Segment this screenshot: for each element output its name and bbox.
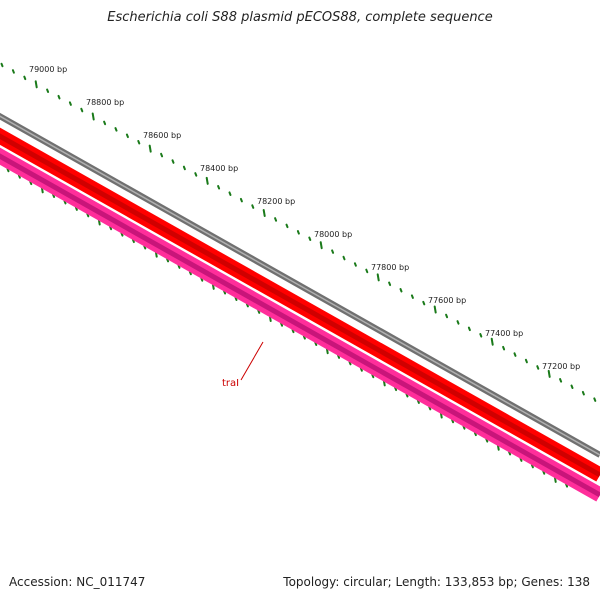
tick-label: 78600 bp [143, 131, 181, 140]
tick-labels: 79000 bp 78800 bp 78600 bp 78400 bp 78200 bp… [29, 65, 580, 371]
gc-dot [103, 120, 107, 126]
backbone-highlight [0, 115, 600, 456]
gc-dot [581, 390, 585, 396]
gc-dot [46, 88, 50, 93]
gc-dot [251, 204, 255, 209]
gc-dash [91, 112, 95, 121]
gc-dot [274, 217, 278, 222]
gc-dot [467, 326, 471, 332]
gc-dot [388, 281, 392, 287]
tick-label: 77400 bp [485, 329, 523, 338]
tick-label: 78800 bp [86, 98, 124, 107]
gc-dot [365, 268, 369, 274]
tick-label: 78400 bp [200, 164, 238, 173]
gc-dot [228, 191, 232, 196]
reverse-feature-core [0, 153, 600, 498]
gc-dot [0, 62, 4, 68]
gc-dash [34, 80, 38, 89]
gc-dot [80, 107, 84, 113]
gc-dot [342, 255, 346, 261]
tick-label: 78200 bp [257, 197, 295, 206]
forward-feature-core [0, 133, 600, 478]
gc-dash [433, 305, 437, 314]
gc-dot [182, 165, 186, 171]
gc-dot [422, 300, 426, 306]
map-title: Escherichia coli S88 plasmid pECOS88, co… [107, 10, 493, 25]
gc-dot [445, 313, 449, 319]
gc-dots-outer [0, 62, 597, 402]
tick-label: 77800 bp [371, 263, 409, 272]
gc-dot [57, 94, 61, 100]
gc-dash [205, 176, 209, 185]
backbone-line [0, 112, 600, 458]
gc-dot [502, 345, 506, 351]
tick-label: 77600 bp [428, 296, 466, 305]
gc-dot [513, 352, 517, 357]
gc-dot [593, 397, 597, 402]
accession-label: Accession: NC_011747 [9, 575, 146, 589]
gc-dot [239, 197, 243, 203]
gc-dot [114, 127, 118, 132]
sequence-summary: Topology: circular; Length: 133,853 bp; … [283, 575, 590, 589]
gc-dash [319, 241, 323, 250]
gc-dash [490, 337, 494, 346]
gc-dot [353, 262, 357, 267]
gc-dash [376, 273, 380, 282]
gc-dot [570, 384, 574, 390]
gc-dot [410, 294, 414, 299]
gc-dot [137, 139, 141, 145]
tick-label: 78000 bp [314, 230, 352, 239]
gc-dot [11, 69, 15, 74]
gc-dot [559, 378, 563, 383]
gc-dot [217, 185, 221, 190]
tick-label: 77200 bp [542, 362, 580, 371]
gc-dot [456, 320, 460, 325]
gc-dash [262, 209, 266, 218]
gc-dot [125, 133, 129, 139]
gc-dot [194, 172, 198, 177]
gc-dot [536, 365, 540, 370]
gc-dot [308, 236, 312, 242]
gc-dot [68, 101, 72, 106]
gc-dot [399, 287, 403, 293]
gene-label-trai: traI [222, 378, 239, 389]
tick-label: 79000 bp [29, 65, 67, 74]
gc-dot [479, 333, 483, 338]
gc-dot [285, 223, 289, 229]
gc-dot [331, 249, 335, 254]
gc-dot [160, 152, 164, 158]
gene-label-leader [240, 341, 264, 381]
gc-dot [171, 159, 175, 164]
gc-dot [23, 75, 27, 81]
gc-dash [148, 144, 152, 153]
gc-dot [296, 230, 300, 235]
gc-dash [547, 369, 551, 378]
gc-dot [524, 358, 528, 364]
